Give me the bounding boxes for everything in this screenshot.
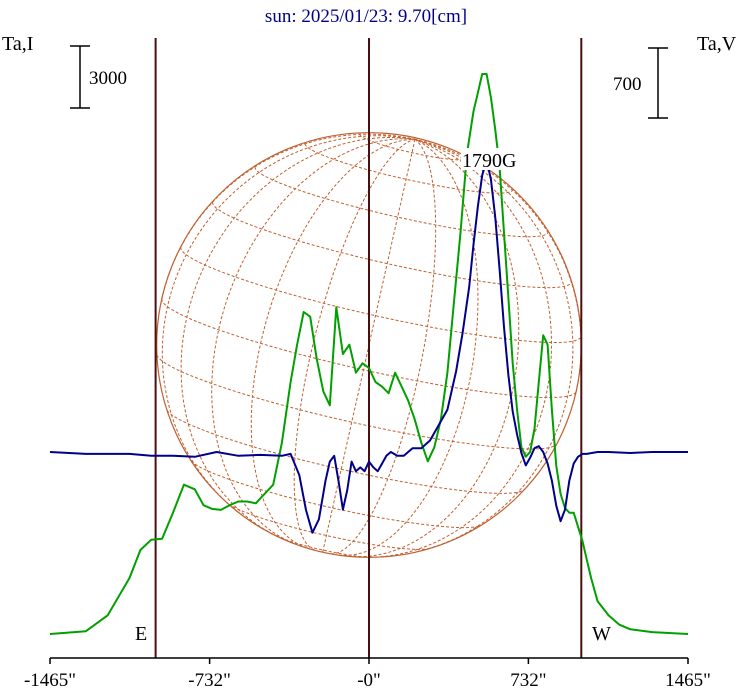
- sun-parallel: [304, 143, 513, 194]
- sun-parallel: [275, 535, 372, 558]
- chart-title: sun: 2025/01/23: 9.70[cm]: [265, 6, 467, 27]
- sun-meridian: [211, 138, 416, 544]
- series-layer: [49, 73, 689, 635]
- vertical-markers: [154, 38, 583, 658]
- right-axis-label: Ta,V: [697, 33, 737, 55]
- x-tick-label: 1465": [665, 670, 711, 691]
- x-tick-label: -1465": [24, 670, 76, 691]
- west-label: W: [592, 623, 611, 645]
- sun-meridian: [414, 138, 574, 552]
- east-label: E: [135, 623, 147, 645]
- annotation-background: [461, 148, 523, 170]
- sun-parallel: [254, 166, 549, 238]
- sun-parallel: [359, 134, 468, 161]
- sun-meridian: [293, 138, 416, 551]
- sun-meridian: [353, 138, 520, 558]
- sun-meridian: [161, 135, 416, 512]
- sun-parallel: [156, 354, 558, 450]
- left-axis-label: Ta,I: [2, 33, 33, 55]
- sun-parallel: [161, 298, 577, 398]
- sun-parallel: [180, 247, 582, 343]
- series-line-polarization: [49, 158, 688, 534]
- sun-parallel: [166, 409, 525, 494]
- x-tick-label: -0": [357, 670, 381, 691]
- sun-meridian: [250, 138, 416, 549]
- sun-parallel: [212, 202, 572, 289]
- sun-meridian: [180, 137, 416, 537]
- series-line-intensity: [49, 73, 689, 635]
- left-scale-label: 3000: [89, 68, 127, 89]
- sun-meridian: [331, 138, 437, 555]
- sun-parallel: [190, 460, 481, 529]
- peak-annotation: 1790G: [462, 150, 516, 172]
- x-tick-label: -732": [188, 670, 231, 691]
- sun-meridian: [338, 138, 479, 557]
- sun-parallel: [228, 503, 429, 550]
- left-scale-bar: [70, 45, 90, 109]
- sun-meridian: [322, 139, 416, 553]
- right-scale-bar: [648, 47, 668, 119]
- x-axis-ticks: -1465" -732" -0" 732" 1465": [24, 658, 711, 691]
- x-tick-label: 732": [510, 670, 546, 691]
- right-scale-label: 700: [613, 74, 642, 95]
